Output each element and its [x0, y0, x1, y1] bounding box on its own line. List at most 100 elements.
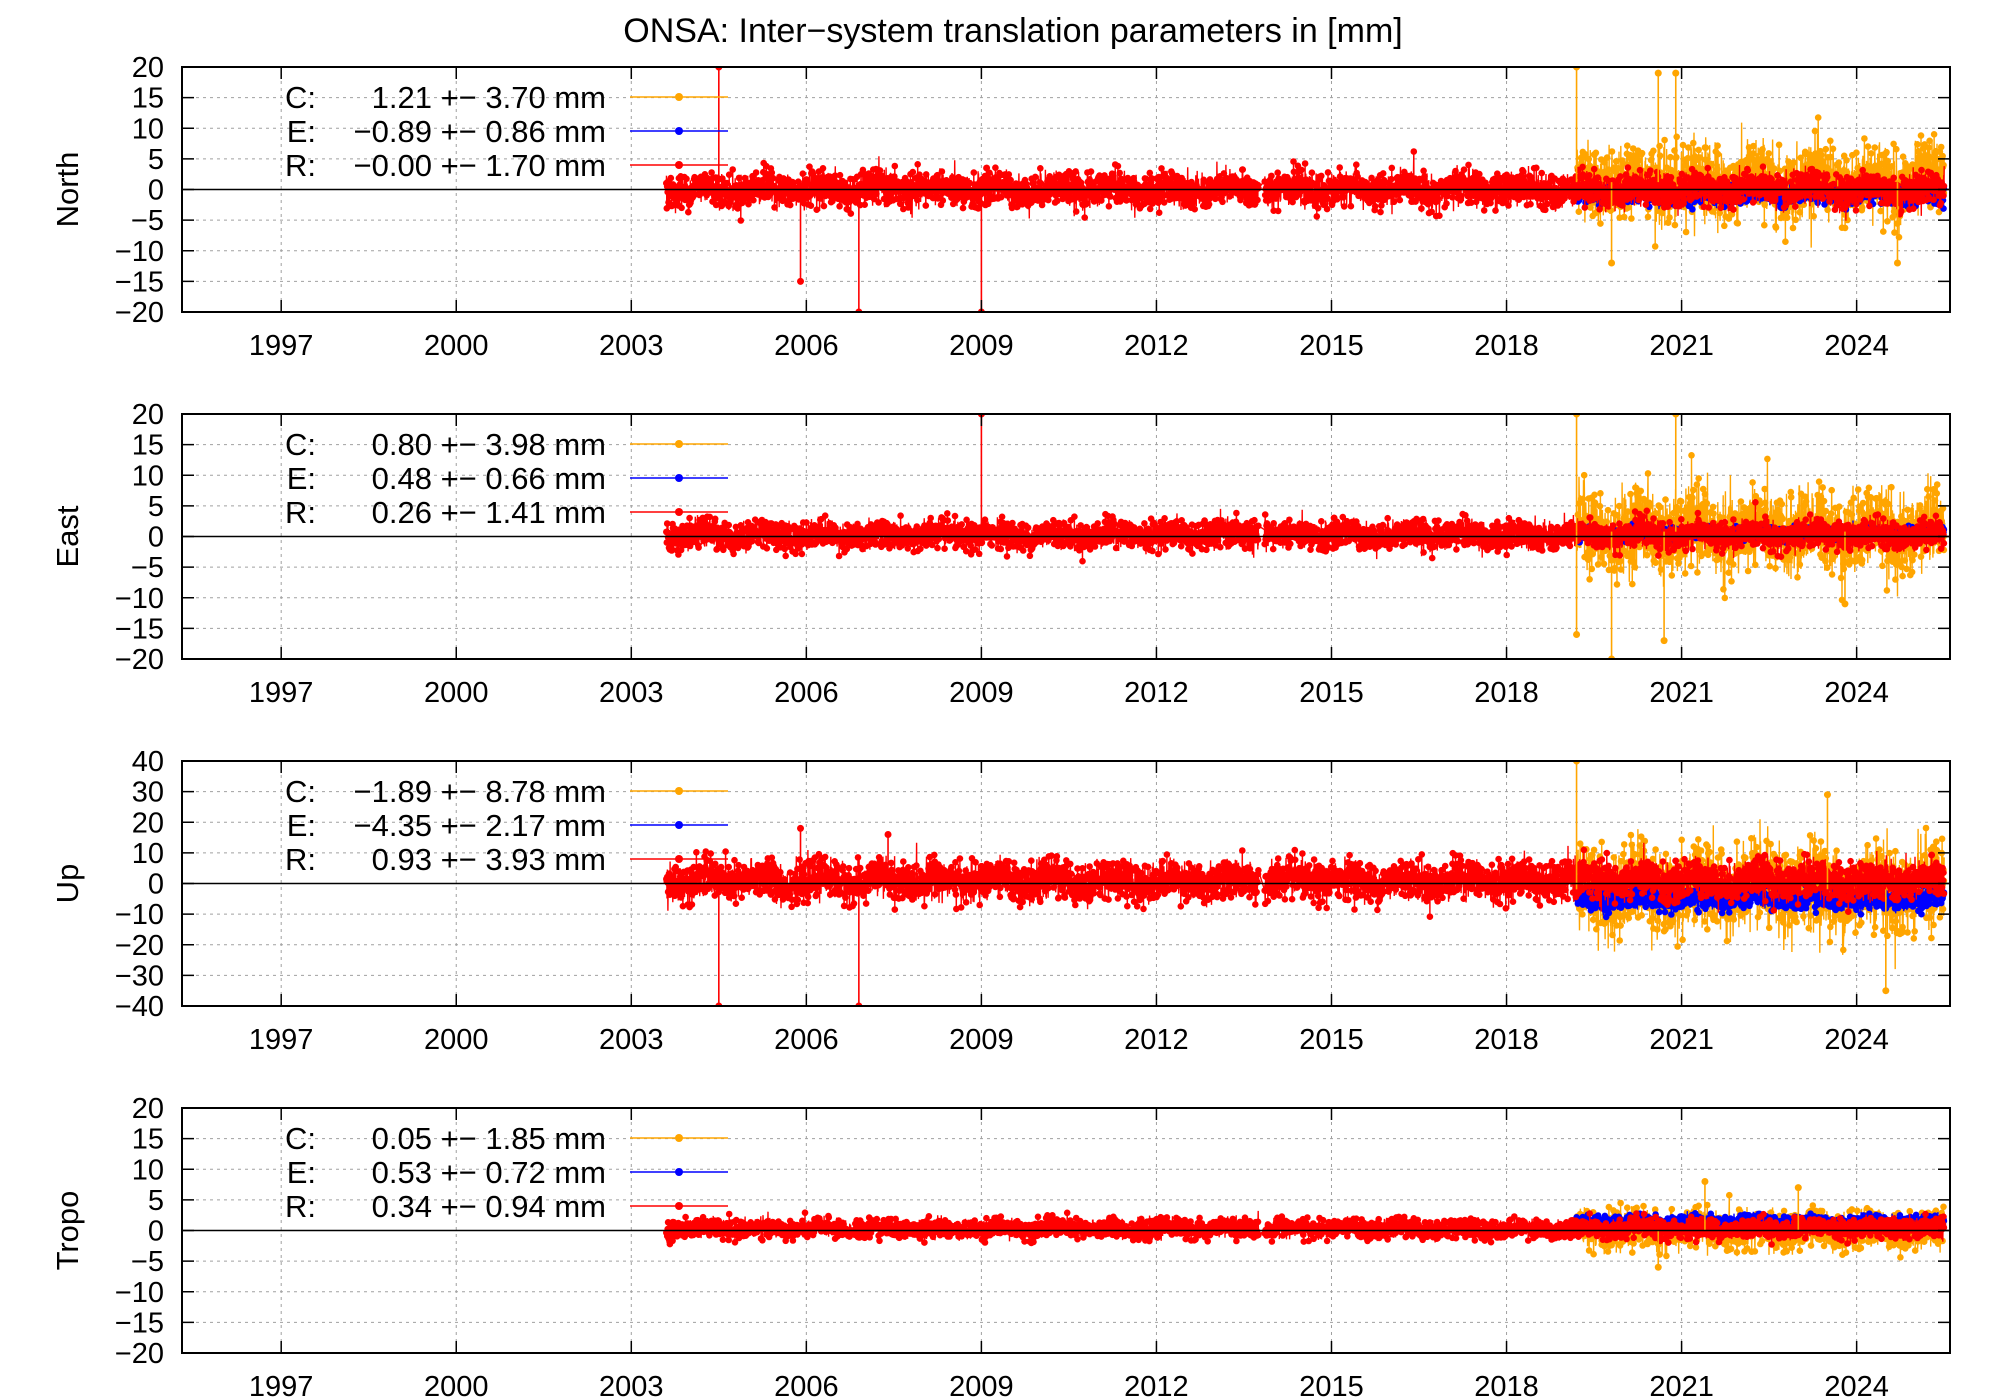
data-point	[1843, 157, 1850, 164]
data-point	[847, 210, 855, 217]
data-point	[1883, 148, 1890, 156]
data-point	[1728, 578, 1735, 585]
data-point	[1827, 137, 1834, 145]
data-point	[836, 203, 843, 210]
data-point	[1681, 161, 1689, 169]
data-point	[1830, 180, 1837, 188]
data-point	[1465, 161, 1472, 169]
data-point	[900, 205, 907, 213]
data-point	[1597, 220, 1604, 227]
data-point	[1925, 144, 1932, 151]
data-point	[1680, 196, 1688, 203]
data-point	[1323, 205, 1331, 213]
data-point	[1605, 566, 1613, 574]
data-point	[1624, 142, 1631, 149]
data-point	[1637, 487, 1645, 495]
spike-point	[1672, 69, 1680, 77]
data-point	[992, 164, 999, 171]
data-point	[1871, 144, 1879, 151]
data-point	[1105, 203, 1113, 210]
data-point	[1701, 490, 1709, 498]
data-point	[1853, 149, 1860, 156]
data-point	[1771, 197, 1779, 204]
data-point	[1782, 180, 1789, 188]
data-point	[1420, 167, 1427, 175]
data-point	[922, 171, 930, 178]
data-point	[1625, 175, 1633, 183]
data-point	[1586, 172, 1593, 179]
data-point	[1340, 194, 1347, 201]
data-point	[1687, 562, 1695, 570]
data-point	[1336, 164, 1343, 171]
data-point	[1575, 208, 1583, 215]
data-point	[1782, 202, 1790, 209]
data-point	[1585, 155, 1592, 163]
data-point	[876, 167, 884, 174]
data-point	[1255, 184, 1262, 192]
data-point	[1580, 471, 1588, 479]
data-point	[1347, 202, 1355, 210]
data-point	[1858, 204, 1866, 211]
data-point	[1318, 172, 1325, 180]
data-point	[1709, 503, 1717, 511]
data-point	[1605, 166, 1612, 173]
data-point	[1853, 200, 1860, 208]
legend-key: C:	[285, 80, 316, 115]
data-point	[1160, 199, 1168, 206]
data-point	[1899, 153, 1907, 160]
data-point	[1661, 136, 1668, 144]
data-point	[1677, 498, 1685, 505]
data-point	[1581, 204, 1589, 211]
y-tick-label: 0	[148, 175, 164, 207]
data-point	[949, 174, 956, 181]
data-point	[1673, 133, 1680, 141]
data-point	[1644, 470, 1652, 477]
data-point	[1226, 193, 1233, 200]
data-point	[1765, 150, 1773, 157]
data-point	[1624, 164, 1632, 171]
data-point	[1261, 178, 1268, 185]
data-point	[1917, 132, 1925, 139]
y-tick-label: 15	[132, 83, 164, 115]
data-point	[1579, 163, 1586, 171]
data-point	[1659, 188, 1667, 196]
y-tick-label: 20	[132, 52, 164, 84]
data-point	[1396, 196, 1404, 204]
data-point	[806, 163, 813, 170]
data-point	[1449, 194, 1456, 201]
data-point	[1725, 569, 1733, 576]
data-point	[1643, 551, 1651, 559]
data-point	[1613, 581, 1621, 588]
data-point	[1819, 158, 1827, 165]
data-point	[1695, 475, 1702, 482]
data-point	[1833, 202, 1840, 209]
data-point	[1844, 200, 1851, 208]
data-point	[1656, 142, 1663, 150]
data-point	[1588, 565, 1596, 573]
y-tick-label: 10	[132, 113, 164, 145]
data-point	[1657, 178, 1665, 186]
legend-swatch-point	[675, 127, 683, 135]
data-point	[1729, 189, 1737, 196]
data-point	[1827, 153, 1835, 161]
data-point	[1615, 165, 1622, 172]
data-point	[1603, 154, 1611, 161]
data-point	[1591, 499, 1599, 507]
data-point	[1721, 222, 1728, 230]
data-point	[1889, 213, 1896, 221]
data-point	[891, 173, 898, 180]
data-point	[1702, 144, 1710, 151]
data-point	[909, 168, 917, 176]
data-point	[678, 204, 685, 212]
data-point	[1675, 560, 1682, 567]
data-point	[953, 196, 960, 204]
data-point	[1598, 553, 1605, 561]
data-point	[1867, 150, 1875, 157]
data-point	[1685, 144, 1692, 151]
data-point	[1782, 238, 1789, 245]
data-point	[1835, 159, 1843, 166]
data-point	[1189, 200, 1196, 207]
data-point	[1590, 165, 1598, 173]
data-point	[1757, 155, 1764, 163]
data-point	[1156, 174, 1163, 181]
